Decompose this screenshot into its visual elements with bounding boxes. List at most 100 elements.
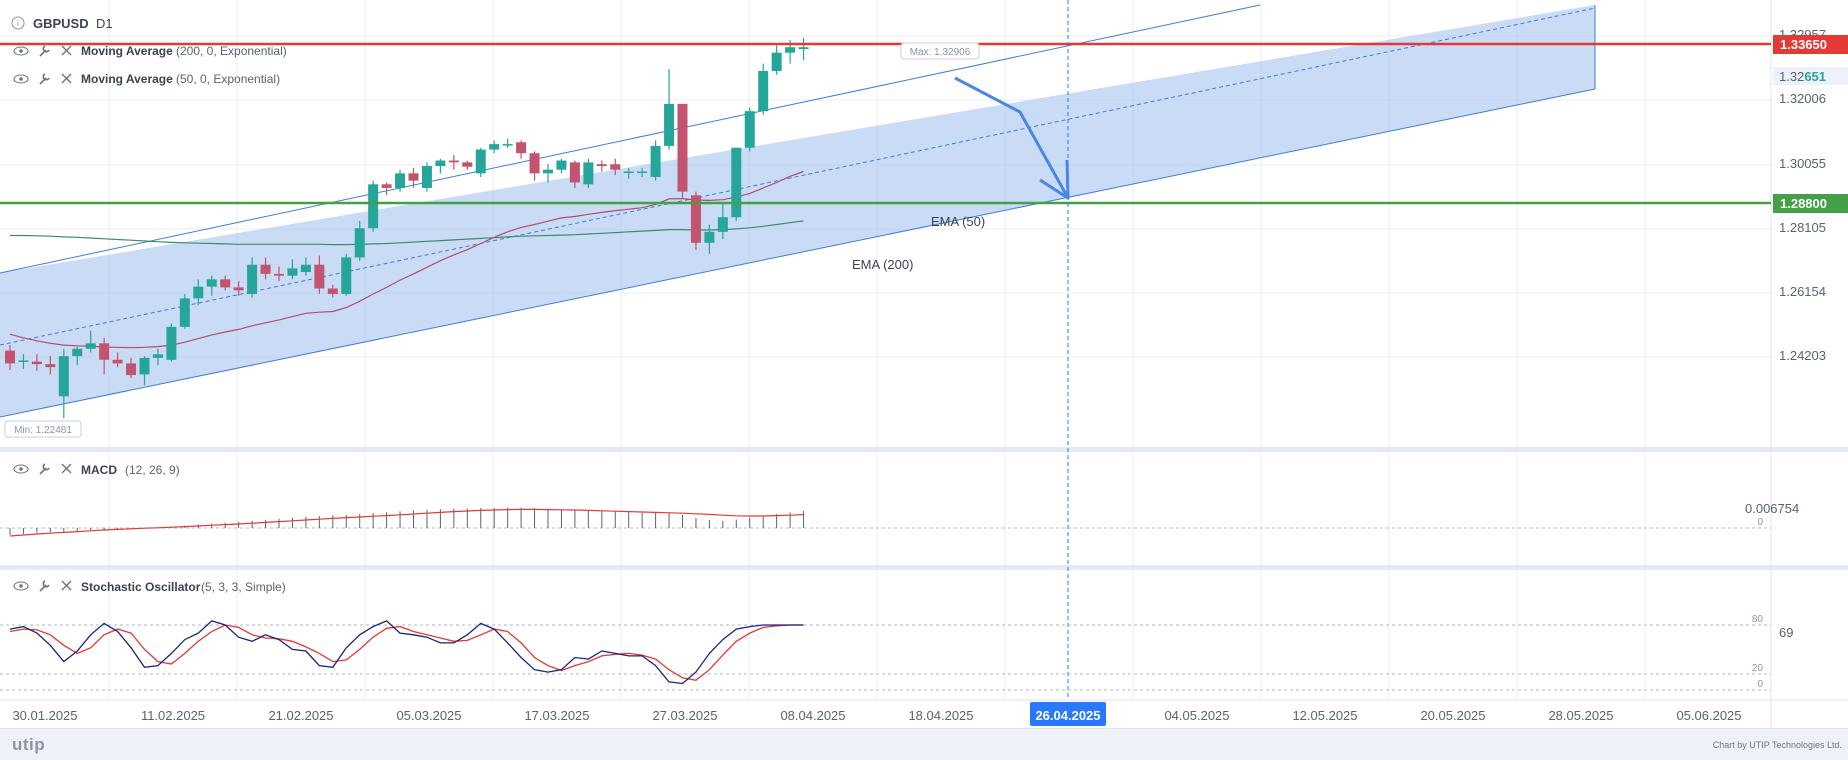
candle-body xyxy=(798,47,809,50)
stoch-header: Stochastic Oscillator (5, 3, 3, Simple) xyxy=(13,580,286,594)
macd-signal-line xyxy=(9,508,804,537)
eye-icon[interactable] xyxy=(13,581,29,591)
price-tick: 1.32006 xyxy=(1779,91,1826,106)
macd-panel[interactable]: MACD (12, 26, 9) 0.006754 0 xyxy=(0,463,1799,537)
date-tick: 08.04.2025 xyxy=(780,708,845,723)
candle-body xyxy=(45,364,56,368)
candle-body xyxy=(314,264,325,289)
candle-body xyxy=(395,173,406,188)
macd-header: MACD (12, 26, 9) xyxy=(13,463,180,477)
close-icon[interactable] xyxy=(61,45,72,56)
eye-icon[interactable] xyxy=(13,46,29,56)
candle-body xyxy=(785,47,796,53)
candle-body xyxy=(502,144,513,146)
candle-body xyxy=(516,142,527,154)
price-tick: 1.28105 xyxy=(1779,220,1826,235)
wrench-icon[interactable] xyxy=(39,580,50,592)
overlay-row-2: Moving Average (50, 0, Exponential) xyxy=(13,72,280,86)
date-tick: 18.04.2025 xyxy=(908,708,973,723)
forecast-arrow-head xyxy=(1039,159,1070,200)
eye-icon[interactable] xyxy=(13,74,29,84)
overlay-2-params: (50, 0, Exponential) xyxy=(176,72,280,86)
support-price-tag: 1.28800 xyxy=(1773,194,1848,213)
wrench-icon[interactable] xyxy=(39,73,50,85)
candle-body xyxy=(327,288,338,294)
candle-body xyxy=(408,173,419,181)
symbol-header: i GBPUSD D1 xyxy=(11,16,113,31)
svg-text:Min: 1.22481: Min: 1.22481 xyxy=(14,425,72,436)
candle-body xyxy=(771,52,782,71)
wrench-icon[interactable] xyxy=(39,463,50,475)
stoch-k-line xyxy=(9,620,804,685)
utip-logo[interactable]: utip xyxy=(12,735,46,754)
regression-channel-fill[interactable] xyxy=(0,5,1595,417)
candle-body xyxy=(354,228,365,258)
svg-text:i: i xyxy=(17,19,19,28)
date-tick: 20.05.2025 xyxy=(1420,708,1485,723)
candle-body xyxy=(637,171,648,174)
panel-separator-macd[interactable] xyxy=(0,447,1848,452)
candle-body xyxy=(166,326,177,360)
date-tick: 05.06.2025 xyxy=(1676,708,1741,723)
ema50-path xyxy=(9,170,804,349)
wrench-icon[interactable] xyxy=(39,45,50,57)
stoch-level-label: 0 xyxy=(1757,679,1763,690)
candle-body xyxy=(704,231,715,243)
candle-body xyxy=(596,164,607,167)
ema200-line[interactable] xyxy=(10,220,804,246)
ema200-path xyxy=(10,220,804,246)
candle-body xyxy=(58,356,69,397)
svg-text:26.04.2025: 26.04.2025 xyxy=(1035,708,1100,723)
footer-bar: utip Chart by UTIP Technologies Ltd. xyxy=(0,728,1848,760)
candle-body xyxy=(5,350,15,364)
eye-icon[interactable] xyxy=(13,464,29,474)
candle-body xyxy=(529,153,540,174)
ema200-annotation: EMA (200) xyxy=(852,257,913,272)
candle-body xyxy=(758,70,769,112)
price-axis[interactable]: 1.32957 1.32006 1.30055 1.28105 1.26154 … xyxy=(1773,27,1848,363)
macd-value-label: 0.006754 xyxy=(1745,501,1799,516)
candle-body xyxy=(569,162,580,183)
footer-credit[interactable]: Chart by UTIP Technologies Ltd. xyxy=(1712,740,1842,750)
candle-body xyxy=(233,287,244,291)
date-tick: 28.05.2025 xyxy=(1548,708,1613,723)
candle-body xyxy=(381,184,392,188)
forecast-arrow[interactable] xyxy=(954,76,1070,199)
stoch-d-path xyxy=(9,624,804,681)
price-tick: 1.26154 xyxy=(1779,284,1826,299)
date-axis[interactable]: 30.01.2025 11.02.2025 21.02.2025 05.03.2… xyxy=(12,702,1742,726)
resistance-price-tag: 1.33650 xyxy=(1773,35,1848,54)
stoch-level-label: 80 xyxy=(1752,614,1764,625)
candle-body xyxy=(300,264,311,273)
candle-body xyxy=(475,149,486,174)
channel-median-line[interactable] xyxy=(0,7,1596,346)
close-icon[interactable] xyxy=(61,73,72,84)
candle-body xyxy=(744,111,755,148)
chart-canvas[interactable]: i GBPUSD D1 Moving Average (200, 0, Expo… xyxy=(0,0,1848,728)
stochastic-panel[interactable]: Stochastic Oscillator (5, 3, 3, Simple) … xyxy=(0,580,1793,691)
close-icon[interactable] xyxy=(61,580,72,591)
candle-body xyxy=(193,286,204,299)
candle-body xyxy=(99,343,110,360)
ema50-annotation: EMA (50) xyxy=(931,214,985,229)
date-tick: 21.02.2025 xyxy=(268,708,333,723)
candle-body xyxy=(31,361,42,365)
candle-body xyxy=(368,184,379,229)
macd-params: (12, 26, 9) xyxy=(125,463,180,477)
channel-upper-line[interactable] xyxy=(0,4,1261,274)
panel-separator-stoch[interactable] xyxy=(0,565,1848,570)
ema50-line[interactable] xyxy=(9,170,804,349)
overlay-2-label: Moving Average xyxy=(81,72,173,86)
candle-body xyxy=(206,279,217,287)
candle-body xyxy=(421,166,432,188)
candle-body xyxy=(623,171,634,174)
stoch-params: (5, 3, 3, Simple) xyxy=(201,580,286,594)
stoch-label: Stochastic Oscillator xyxy=(81,580,201,594)
candle-body xyxy=(462,162,473,167)
candle-body xyxy=(664,103,675,146)
channel-lower-line[interactable] xyxy=(0,88,1596,418)
candle-body xyxy=(650,145,661,177)
candle-body xyxy=(287,268,298,276)
candles-group[interactable] xyxy=(5,37,809,419)
close-icon[interactable] xyxy=(61,463,72,474)
